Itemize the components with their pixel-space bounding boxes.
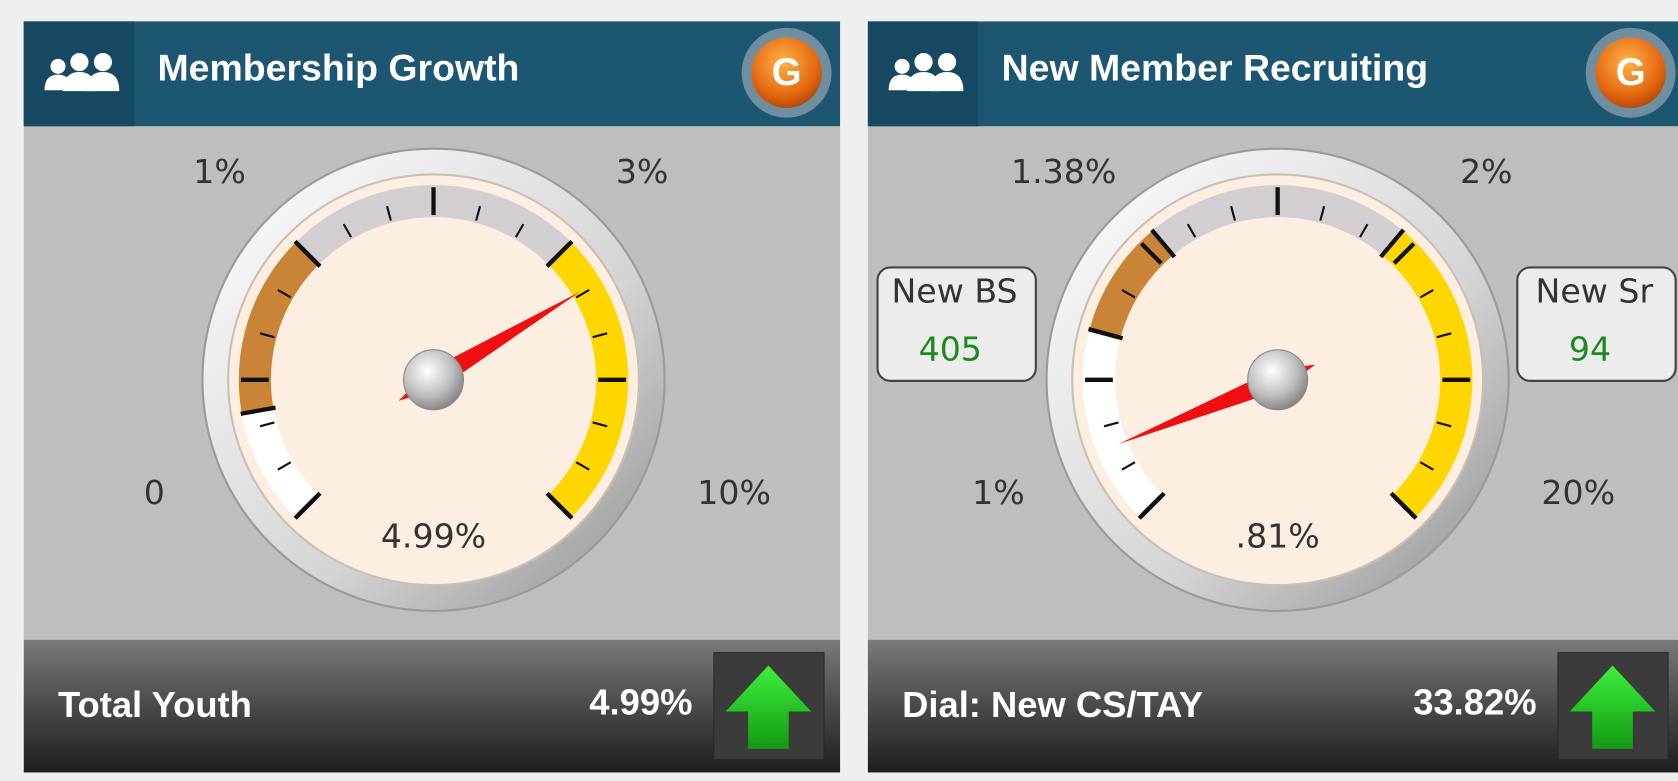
widget-title: New Member Recruiting (1002, 47, 1428, 89)
person-head (51, 59, 66, 74)
person-head (895, 59, 910, 74)
side-box-label: New BS (892, 272, 1018, 311)
widget: Membership Growth G 1% 3% 0 10% 4.99% Total You… (24, 21, 840, 772)
footer-label: Total Youth (58, 684, 252, 725)
dashboard: Membership Growth G 1% 3% 0 10% 4.99% Total You… (0, 0, 1678, 781)
page: Membership Growth G 1% 3% 0 10% 4.99% Total You… (0, 0, 1678, 781)
widget-title: Membership Growth (157, 47, 519, 89)
side-box-value: 405 (919, 329, 982, 368)
footer-label: Dial: New CS/TAY (902, 684, 1203, 725)
gauge-reading: .81% (1236, 517, 1320, 556)
badge-letter: G (772, 51, 802, 94)
gauge-label: 2% (1460, 152, 1513, 191)
footer-value: 4.99% (589, 682, 692, 723)
side-box-value: 94 (1569, 329, 1611, 368)
gauge-label: 0 (144, 473, 165, 512)
gauge-hub (1248, 350, 1308, 410)
gauge-label: 1.38% (1011, 152, 1116, 191)
gauge-label: 10% (697, 473, 771, 512)
gauge-reading: 4.99% (381, 517, 486, 556)
badge-letter: G (1616, 51, 1646, 94)
footer-value: 33.82% (1413, 682, 1536, 723)
person-head (914, 53, 932, 71)
gauge-label: 1% (193, 152, 246, 191)
person-head (70, 53, 88, 71)
gauge-hub (404, 350, 464, 410)
person-head (94, 53, 112, 71)
gauge-label: 3% (616, 152, 669, 191)
gauge-label: 1% (972, 473, 1025, 512)
widget: New Member Recruiting G 1.38% 2% 1% 20% .81% Ne… (868, 21, 1678, 772)
side-box-label: New Sr (1536, 272, 1654, 311)
gauge-label: 20% (1541, 473, 1615, 512)
person-head (938, 53, 956, 71)
